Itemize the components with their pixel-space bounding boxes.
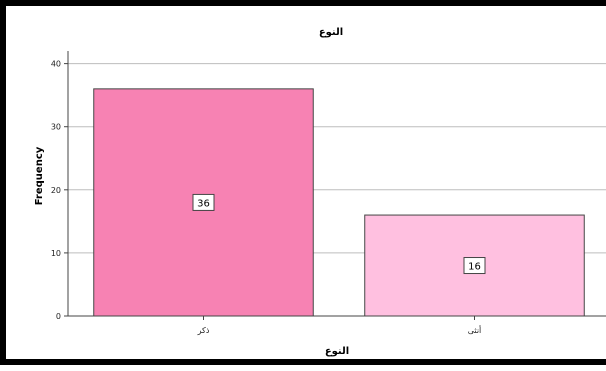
data-label-box-0 (192, 193, 215, 211)
x-tick-label-0: ذكر (197, 326, 210, 335)
bar-chart: النوع Frequency النوع 0 10 20 30 40 ذكر أنثى 3… (34, 27, 606, 357)
data-label-box-1 (463, 257, 486, 275)
x-tick-label-1: أنثى (468, 325, 482, 335)
data-label-1: 16 (468, 262, 481, 273)
y-tick-label-20: 20 (51, 186, 61, 195)
y-tick-label-10: 10 (51, 249, 61, 258)
y-tick-label-40: 40 (51, 60, 61, 69)
data-labels: 36 16 (192, 193, 486, 275)
bars (93, 88, 585, 317)
data-label-0: 36 (197, 198, 210, 209)
y-tick-label-30: 30 (51, 123, 61, 132)
chart-title: النوع (319, 27, 343, 38)
tick-labels: 0 10 20 30 40 ذكر أنثى (51, 60, 481, 335)
x-axis-title: النوع (325, 346, 349, 357)
y-axis-title: Frequency (34, 146, 45, 205)
y-tick-label-0: 0 (56, 312, 61, 321)
